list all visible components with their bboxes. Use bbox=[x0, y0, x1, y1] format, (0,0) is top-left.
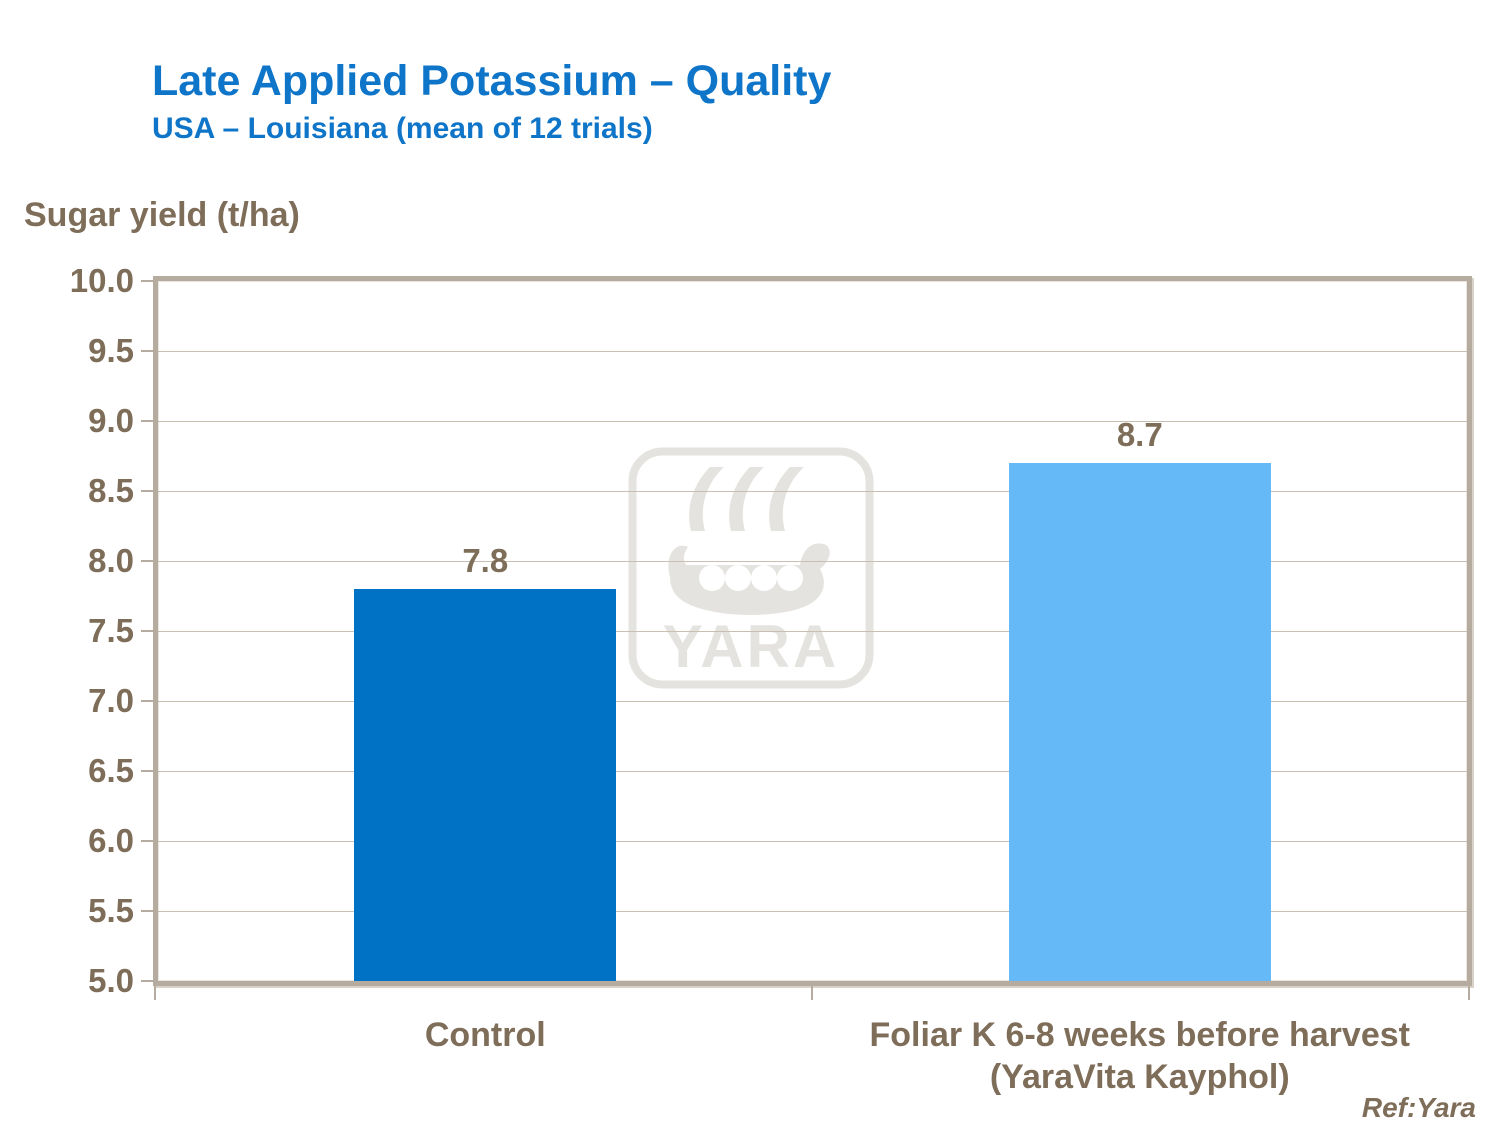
y-axis-tick-mark bbox=[141, 350, 153, 352]
gridline bbox=[158, 560, 1467, 562]
y-axis-tick-label: 6.5 bbox=[88, 752, 134, 789]
x-axis-tick-mark bbox=[1468, 986, 1470, 1000]
chart-title: Late Applied Potassium – Quality bbox=[152, 57, 832, 105]
y-axis-tick-mark bbox=[141, 700, 153, 702]
x-axis-tick-mark bbox=[811, 986, 813, 1000]
gridline bbox=[158, 420, 1467, 422]
y-axis-tick-mark bbox=[141, 910, 153, 912]
viking-ship-icon bbox=[668, 467, 830, 615]
reference-label: Ref:Yara bbox=[1361, 1092, 1476, 1123]
shield-holes bbox=[699, 565, 803, 591]
y-axis-tick-label: 6.0 bbox=[88, 822, 134, 859]
gridline bbox=[158, 630, 1467, 632]
y-axis-tick-label: 5.0 bbox=[88, 962, 134, 999]
y-axis-tick-mark bbox=[141, 630, 153, 632]
plot-inner: YARA 7.8 8.7 bbox=[158, 281, 1467, 981]
y-axis-tick-mark bbox=[141, 490, 153, 492]
x-axis-category-label: Control bbox=[424, 1016, 546, 1054]
y-axis-tick-mark bbox=[141, 420, 153, 422]
y-axis-tick-mark bbox=[141, 280, 153, 282]
y-axis-tick-label: 7.5 bbox=[88, 612, 134, 649]
yara-logo-watermark: YARA bbox=[628, 447, 874, 689]
chart-subtitle: USA – Louisiana (mean of 12 trials) bbox=[152, 112, 653, 145]
y-axis-tick-label: 8.5 bbox=[88, 472, 134, 509]
gridline bbox=[158, 490, 1467, 492]
y-axis-tick-mark bbox=[141, 840, 153, 842]
bar-foliar-k-6-8-weeks-b bbox=[1008, 463, 1271, 981]
x-axis-tick-mark bbox=[154, 986, 156, 1000]
x-axis-category-label: Foliar K 6-8 weeks before harvest (YaraV… bbox=[869, 1016, 1410, 1096]
y-axis-tick-label: 7.0 bbox=[88, 682, 134, 719]
plot-area: YARA 7.8 8.7 bbox=[153, 276, 1472, 986]
y-axis-tick-mark bbox=[141, 560, 153, 562]
y-axis-tick-label: 5.5 bbox=[88, 892, 134, 929]
gridline bbox=[158, 840, 1467, 842]
bar-value-label: 7.8 bbox=[462, 542, 509, 579]
gridline bbox=[158, 910, 1467, 912]
gridline bbox=[158, 350, 1467, 352]
y-axis-tick-label: 9.5 bbox=[88, 332, 134, 369]
gridline bbox=[158, 770, 1467, 772]
y-axis-tick-mark bbox=[141, 980, 153, 982]
y-axis-tick-label: 9.0 bbox=[88, 402, 134, 439]
gridline bbox=[158, 700, 1467, 702]
bar-control bbox=[354, 589, 617, 981]
y-axis-tick-mark bbox=[141, 770, 153, 772]
bar-value-label: 8.7 bbox=[1116, 416, 1163, 453]
y-axis-tick-label: 10.0 bbox=[69, 262, 134, 299]
y-axis-tick-label: 8.0 bbox=[88, 542, 134, 579]
watermark-frame bbox=[628, 447, 874, 689]
watermark-text: YARA bbox=[663, 613, 840, 680]
y-axis-title: Sugar yield (t/ha) bbox=[24, 196, 300, 234]
